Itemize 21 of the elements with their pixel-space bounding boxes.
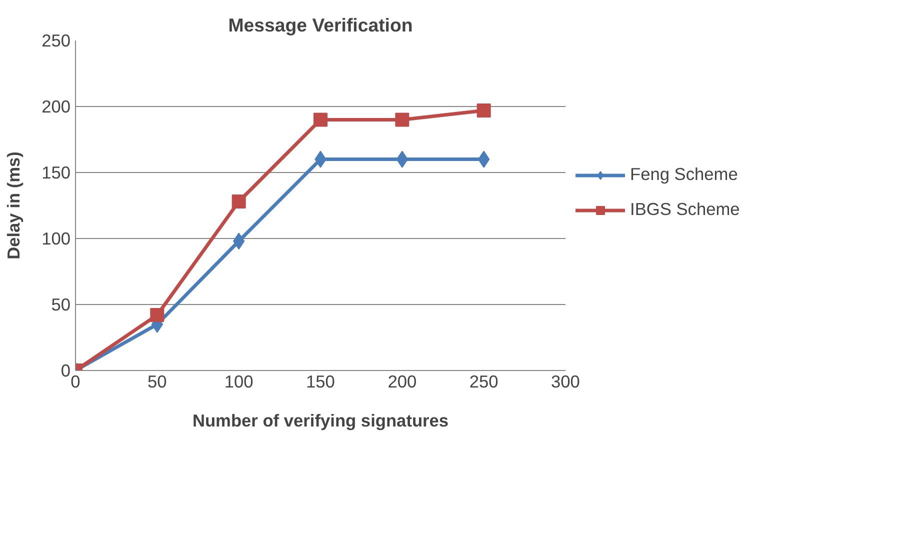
legend-label: IBGS Scheme xyxy=(630,199,740,220)
y-tick-label: 50 xyxy=(51,294,71,314)
point xyxy=(314,112,328,127)
x-tick-label: 300 xyxy=(551,372,580,392)
y-tick-label: 200 xyxy=(42,96,71,116)
point xyxy=(150,308,164,322)
y-tick-label: 150 xyxy=(42,162,71,182)
x-tick-label: 50 xyxy=(148,372,167,392)
chart-title: Message Verification xyxy=(228,14,413,36)
point xyxy=(395,112,410,127)
x-tick-label: 150 xyxy=(306,372,335,392)
x-tick-label: 200 xyxy=(388,372,417,392)
x-tick-label: 250 xyxy=(469,372,498,392)
x-tick-label: 100 xyxy=(224,372,254,392)
point xyxy=(232,194,246,209)
point xyxy=(476,103,491,118)
legend-label: Feng Scheme xyxy=(630,164,738,185)
y-axis-title: Delay in (ms) xyxy=(4,152,24,260)
y-tick-label: 250 xyxy=(42,30,71,50)
x-axis-title: Number of verifying signatures xyxy=(192,410,449,430)
y-tick-label: 100 xyxy=(42,228,71,248)
